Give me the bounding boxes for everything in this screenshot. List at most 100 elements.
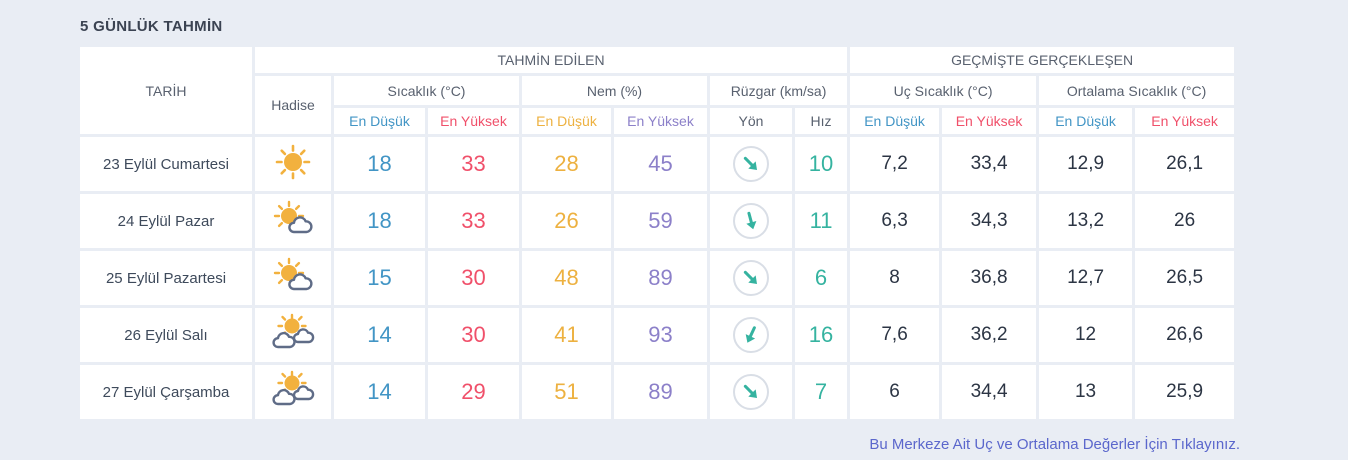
wind-direction-icon: [733, 260, 769, 296]
wind-direction-icon: [733, 203, 769, 239]
extreme-min-cell: 7,6: [850, 308, 940, 362]
extreme-min-cell: 6: [850, 365, 940, 419]
wind-direction-cell: [710, 308, 792, 362]
humidity-max-cell: 93: [614, 308, 707, 362]
wind-arrow-icon: [743, 156, 758, 171]
subheader-wind-direction: Yön: [710, 108, 792, 134]
date-cell: 24 Eylül Pazar: [80, 194, 252, 248]
forecast-row: 23 Eylül Cumartesi: [80, 137, 1235, 191]
humidity-min-cell: 26: [522, 194, 611, 248]
wind-direction-icon: [733, 317, 769, 353]
temp-max-cell: 33: [428, 194, 519, 248]
temp-min-cell: 15: [334, 251, 425, 305]
extreme-max-cell: 36,8: [942, 251, 1037, 305]
wind-speed-cell: 10: [795, 137, 848, 191]
column-header-temperature: Sıcaklık (°C): [334, 76, 519, 105]
weather-icon: [269, 198, 317, 240]
column-header-past: GEÇMİŞTE GERÇEKLEŞEN: [850, 47, 1235, 73]
forecast-table: TARİH TAHMİN EDİLEN GEÇMİŞTE GERÇEKLEŞEN…: [77, 44, 1237, 422]
average-max-cell: 26,5: [1135, 251, 1235, 305]
temp-min-cell: 14: [334, 365, 425, 419]
temp-max-cell: 33: [428, 137, 519, 191]
sun-cloud-icon: [273, 200, 313, 234]
subheader-wind-speed: Hız: [795, 108, 848, 134]
date-cell: 23 Eylül Cumartesi: [80, 137, 252, 191]
extreme-min-cell: 6,3: [850, 194, 940, 248]
subheader-temp-max: En Yüksek: [428, 108, 519, 134]
subheader-humidity-min: En Düşük: [522, 108, 611, 134]
extreme-max-cell: 34,4: [942, 365, 1037, 419]
humidity-min-cell: 48: [522, 251, 611, 305]
wind-arrow-icon: [745, 326, 756, 343]
average-max-cell: 26: [1135, 194, 1235, 248]
forecast-row: 25 Eylül Pazartesi: [80, 251, 1235, 305]
average-max-cell: 26,1: [1135, 137, 1235, 191]
humidity-max-cell: 89: [614, 251, 707, 305]
page-title: 5 GÜNLÜK TAHMİN: [80, 18, 223, 35]
humidity-min-cell: 41: [522, 308, 611, 362]
weather-icon: [269, 312, 317, 354]
subheader-extreme-min: En Düşük: [850, 108, 940, 134]
extreme-average-values-link[interactable]: Bu Merkeze Ait Uç ve Ortalama Değerler İ…: [869, 436, 1240, 453]
wind-direction-icon: [733, 374, 769, 410]
weather-condition-cell: [255, 308, 331, 362]
average-min-cell: 12: [1039, 308, 1133, 362]
temp-max-cell: 30: [428, 251, 519, 305]
weather-condition-cell: [255, 365, 331, 419]
wind-speed-cell: 7: [795, 365, 848, 419]
forecast-row: 27 Eylül Çarşamba: [80, 365, 1235, 419]
subheader-temp-min: En Düşük: [334, 108, 425, 134]
subheader-extreme-max: En Yüksek: [942, 108, 1037, 134]
weather-condition-cell: [255, 251, 331, 305]
sun-two-clouds-icon: [272, 370, 315, 406]
average-min-cell: 12,9: [1039, 137, 1133, 191]
sun-cloud-icon: [273, 257, 313, 291]
wind-arrow-icon: [743, 384, 758, 399]
column-header-predicted: TAHMİN EDİLEN: [255, 47, 848, 73]
wind-speed-cell: 16: [795, 308, 848, 362]
forecast-panel: 5 GÜNLÜK TAHMİN TARİH TAHMİN EDİLEN GEÇM…: [77, 18, 1240, 454]
column-header-humidity: Nem (%): [522, 76, 707, 105]
sun-two-clouds-icon: [272, 313, 315, 349]
subheader-average-max: En Yüksek: [1135, 108, 1235, 134]
weather-icon: [269, 141, 317, 183]
extreme-min-cell: 8: [850, 251, 940, 305]
column-header-condition: Hadise: [255, 76, 331, 134]
weather-condition-cell: [255, 194, 331, 248]
temp-min-cell: 18: [334, 137, 425, 191]
average-min-cell: 12,7: [1039, 251, 1133, 305]
wind-speed-cell: 6: [795, 251, 848, 305]
weather-icon: [269, 255, 317, 297]
date-cell: 26 Eylül Salı: [80, 308, 252, 362]
temp-max-cell: 30: [428, 308, 519, 362]
column-header-wind: Rüzgar (km/sa): [710, 76, 848, 105]
humidity-max-cell: 45: [614, 137, 707, 191]
average-min-cell: 13: [1039, 365, 1133, 419]
temp-min-cell: 14: [334, 308, 425, 362]
extreme-max-cell: 34,3: [942, 194, 1037, 248]
humidity-min-cell: 28: [522, 137, 611, 191]
average-max-cell: 26,6: [1135, 308, 1235, 362]
subheader-average-min: En Düşük: [1039, 108, 1133, 134]
date-cell: 27 Eylül Çarşamba: [80, 365, 252, 419]
extreme-max-cell: 36,2: [942, 308, 1037, 362]
column-header-average-temp: Ortalama Sıcaklık (°C): [1039, 76, 1235, 105]
humidity-max-cell: 89: [614, 365, 707, 419]
wind-direction-cell: [710, 194, 792, 248]
extreme-max-cell: 33,4: [942, 137, 1037, 191]
wind-arrow-icon: [746, 211, 757, 230]
average-min-cell: 13,2: [1039, 194, 1133, 248]
forecast-row: 26 Eylül Salı: [80, 308, 1235, 362]
wind-direction-cell: [710, 137, 792, 191]
footer: Bu Merkeze Ait Uç ve Ortalama Değerler İ…: [80, 436, 1240, 454]
humidity-max-cell: 59: [614, 194, 707, 248]
humidity-min-cell: 51: [522, 365, 611, 419]
weather-condition-cell: [255, 137, 331, 191]
extreme-min-cell: 7,2: [850, 137, 940, 191]
column-header-extreme-temp: Uç Sıcaklık (°C): [850, 76, 1037, 105]
column-header-date: TARİH: [80, 47, 252, 134]
temp-max-cell: 29: [428, 365, 519, 419]
average-max-cell: 25,9: [1135, 365, 1235, 419]
subheader-humidity-max: En Yüksek: [614, 108, 707, 134]
wind-direction-cell: [710, 365, 792, 419]
